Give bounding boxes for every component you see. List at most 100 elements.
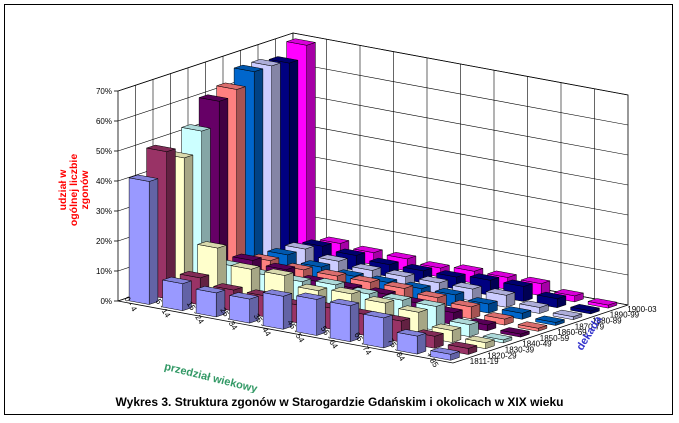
bar-top bbox=[401, 281, 431, 289]
bar-top bbox=[199, 94, 228, 102]
bar-top bbox=[430, 347, 460, 355]
y-axis-title-line: ogólnej liczbie bbox=[68, 154, 80, 227]
bar-top bbox=[318, 254, 348, 262]
bar-top bbox=[451, 300, 480, 308]
y-tick-label: 30% bbox=[96, 207, 112, 216]
bar-top bbox=[519, 300, 549, 308]
bar-top bbox=[435, 288, 464, 296]
bar-top bbox=[336, 248, 365, 256]
bar-top bbox=[484, 312, 514, 320]
bar-top bbox=[320, 236, 349, 244]
y-tick-label: 40% bbox=[96, 177, 112, 186]
y-tick-label: 10% bbox=[96, 267, 112, 276]
y-axis-title-line: udział w bbox=[57, 169, 69, 211]
bar-top bbox=[353, 245, 383, 253]
bar-side bbox=[253, 68, 264, 271]
y-axis-title-line: zgonów bbox=[79, 170, 91, 210]
series-label: 1890-99 bbox=[610, 311, 640, 320]
bar-top bbox=[349, 287, 378, 295]
bar-top bbox=[417, 290, 447, 298]
gridline bbox=[117, 32, 629, 96]
series-label: 1870-79 bbox=[575, 322, 605, 331]
bar-top bbox=[521, 276, 550, 284]
bar-top bbox=[502, 306, 531, 314]
chart-caption: Wykres 3. Struktura zgonów w Starogardzi… bbox=[115, 395, 564, 409]
bar-top bbox=[518, 321, 547, 329]
bar-top bbox=[283, 263, 313, 271]
bar-top bbox=[232, 253, 262, 261]
bar-top bbox=[468, 297, 498, 305]
bar-top bbox=[454, 264, 483, 272]
bar-top bbox=[263, 289, 292, 297]
bar-top bbox=[363, 311, 393, 319]
bar-top bbox=[384, 281, 413, 289]
bar-top bbox=[315, 278, 345, 286]
bar-top bbox=[470, 273, 499, 281]
bar-top bbox=[397, 329, 426, 337]
bar-top bbox=[452, 282, 482, 290]
bar-top bbox=[368, 275, 397, 283]
bar-top bbox=[403, 264, 432, 272]
bar-top bbox=[449, 317, 479, 325]
y-axis-title: udział w ogólnej liczbie zgonów bbox=[57, 154, 91, 227]
bar-top bbox=[588, 298, 617, 306]
bar-top bbox=[483, 333, 512, 341]
bar-top bbox=[213, 283, 243, 291]
bar-top bbox=[286, 38, 316, 46]
series-label: 1900-03 bbox=[627, 305, 657, 314]
x-axis-title: przedział wiekowy bbox=[163, 361, 259, 393]
bar-top bbox=[231, 262, 260, 270]
series-label: 1850-59 bbox=[540, 334, 570, 343]
bar-top bbox=[500, 327, 530, 335]
bar-top bbox=[251, 59, 281, 67]
series-label: 1830-39 bbox=[505, 346, 535, 355]
bar-top bbox=[535, 315, 565, 323]
bar-top bbox=[250, 253, 279, 261]
y-tick-label: 70% bbox=[96, 87, 112, 96]
bar-top bbox=[197, 241, 227, 249]
bar-top bbox=[196, 286, 225, 294]
bar-top bbox=[366, 287, 396, 295]
bar-top bbox=[436, 270, 466, 278]
y-tick-label: 0% bbox=[100, 297, 112, 306]
bar-top bbox=[267, 248, 297, 256]
bar-top bbox=[387, 252, 416, 260]
bar-top bbox=[180, 271, 209, 279]
y-tick-label: 50% bbox=[96, 147, 112, 156]
bar-top bbox=[146, 144, 176, 152]
bar-top bbox=[317, 269, 346, 277]
bar-top bbox=[129, 174, 158, 182]
bar-top bbox=[334, 269, 364, 277]
bar-top bbox=[398, 305, 428, 313]
bar-top bbox=[298, 283, 327, 291]
bar-top bbox=[448, 341, 477, 349]
bar-top bbox=[553, 309, 582, 317]
bar-top bbox=[465, 335, 495, 343]
bar bbox=[128, 177, 150, 305]
bar-top bbox=[419, 276, 448, 284]
bar-side bbox=[148, 178, 159, 305]
bar-top bbox=[365, 296, 394, 304]
bar-top bbox=[369, 257, 399, 265]
bar-top bbox=[301, 260, 330, 268]
bar-top bbox=[216, 82, 246, 90]
bar-top bbox=[382, 293, 412, 301]
bar-top bbox=[264, 268, 294, 276]
bar-top bbox=[467, 318, 496, 326]
bar-top bbox=[266, 262, 295, 270]
y-tick-label: 20% bbox=[96, 237, 112, 246]
bar-top bbox=[162, 276, 192, 284]
bar-top bbox=[352, 263, 381, 271]
series-label: 1840-49 bbox=[522, 340, 552, 349]
series-label: 1860-69 bbox=[557, 328, 587, 337]
series-label: 1880-89 bbox=[592, 317, 622, 326]
bar-top bbox=[503, 279, 533, 287]
series-label: 1811-19 bbox=[470, 357, 499, 366]
bar-top bbox=[432, 323, 461, 331]
bar-top bbox=[181, 124, 211, 132]
bar-top bbox=[350, 275, 380, 283]
bar-top bbox=[385, 269, 415, 277]
bar-side bbox=[416, 332, 427, 355]
